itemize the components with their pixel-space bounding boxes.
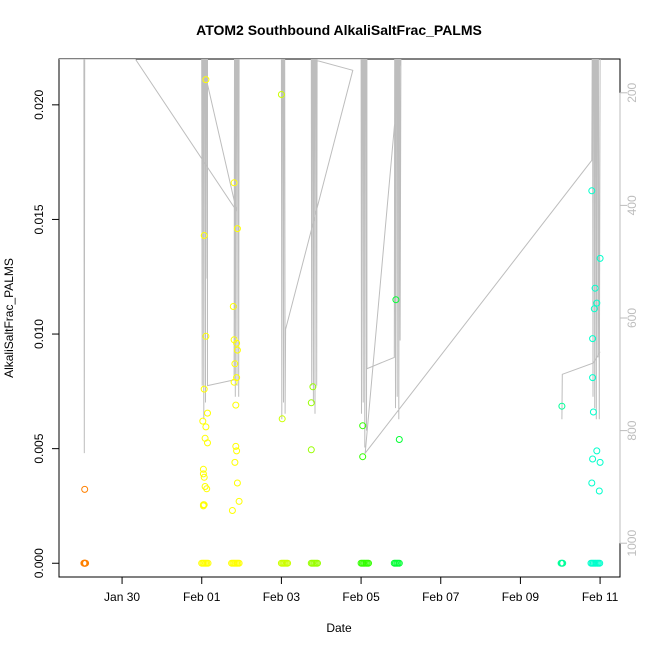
x-tick-label: Feb 07 xyxy=(422,590,460,604)
data-point xyxy=(199,417,207,425)
data-point xyxy=(558,402,566,410)
data-point xyxy=(231,360,239,368)
x-tick-label: Jan 30 xyxy=(104,590,140,604)
data-point xyxy=(307,399,315,407)
data-point xyxy=(359,422,367,430)
data-point xyxy=(200,385,208,393)
y-tick-label: 0.005 xyxy=(32,433,46,463)
data-point xyxy=(230,336,238,344)
data-point xyxy=(593,299,601,307)
secondary-y-tick-label: 200 xyxy=(625,82,639,102)
data-point xyxy=(202,332,210,340)
x-tick-label: Feb 11 xyxy=(582,590,619,604)
data-point xyxy=(589,455,597,463)
data-point xyxy=(199,465,207,473)
data-points-layer xyxy=(80,76,604,567)
altitude-line xyxy=(59,59,601,455)
x-tick-label: Feb 05 xyxy=(342,590,380,604)
data-point xyxy=(200,232,208,239)
data-point xyxy=(588,187,596,195)
data-point xyxy=(395,436,403,443)
data-point xyxy=(359,453,367,461)
data-point xyxy=(200,473,208,481)
data-point xyxy=(284,559,292,567)
data-point xyxy=(593,447,601,455)
data-point xyxy=(199,470,207,478)
data-point xyxy=(204,409,211,417)
data-point xyxy=(278,415,286,423)
y-axis: 0.000 0.005 0.010 0.015 0.020 xyxy=(32,90,60,578)
secondary-y-tick-label: 600 xyxy=(625,308,639,328)
data-point xyxy=(233,225,241,233)
plot-frame xyxy=(58,58,621,578)
data-point xyxy=(365,559,372,567)
data-point xyxy=(595,487,603,495)
data-point xyxy=(589,335,597,343)
altitude-track-layer xyxy=(59,59,601,455)
secondary-y-tick-label: 400 xyxy=(625,195,639,215)
y-tick-label: 0.010 xyxy=(32,319,46,349)
data-point xyxy=(307,446,315,454)
data-point xyxy=(309,383,317,391)
data-point xyxy=(233,346,241,354)
y-tick-label: 0.015 xyxy=(32,204,46,234)
data-point xyxy=(232,401,240,409)
x-axis: Jan 30 Feb 01 Feb 03 Feb 05 Feb 07 Feb 09 Feb … xyxy=(104,576,619,604)
data-point xyxy=(202,76,210,84)
data-point xyxy=(590,305,598,313)
data-point xyxy=(228,507,236,514)
secondary-y-axis: 200 400 600 800 1000 xyxy=(619,82,639,557)
data-point xyxy=(230,378,238,386)
data-point xyxy=(589,374,597,382)
data-point xyxy=(199,502,207,510)
data-point xyxy=(81,485,89,493)
data-point xyxy=(203,485,211,493)
data-point xyxy=(204,559,212,567)
data-point xyxy=(82,559,90,567)
y-tick-label: 0.000 xyxy=(32,548,46,578)
x-axis-label: Date xyxy=(326,621,352,635)
altitude-line-secondary xyxy=(561,351,601,420)
data-point xyxy=(229,303,237,310)
data-point xyxy=(392,296,400,304)
data-point xyxy=(559,559,567,567)
data-point xyxy=(231,458,239,466)
data-point xyxy=(233,479,241,487)
secondary-y-tick-label: 800 xyxy=(625,420,639,440)
data-point xyxy=(596,559,604,567)
x-tick-label: Feb 03 xyxy=(263,590,301,604)
plot-area-border xyxy=(58,58,621,578)
data-point xyxy=(235,559,243,567)
data-point xyxy=(591,284,599,292)
data-point xyxy=(589,408,597,416)
data-point xyxy=(277,91,285,98)
data-point xyxy=(230,179,238,187)
x-tick-label: Feb 09 xyxy=(502,590,540,604)
data-point xyxy=(596,458,604,466)
data-point xyxy=(395,559,403,567)
data-point xyxy=(233,447,241,455)
y-axis-label: AlkaliSaltFrac_PALMS xyxy=(2,258,16,378)
y-tick-label: 0.020 xyxy=(32,90,46,120)
x-tick-label: Feb 01 xyxy=(183,590,221,604)
data-point xyxy=(314,559,321,567)
chart-title: ATOM2 Southbound AlkaliSaltFrac_PALMS xyxy=(196,22,482,38)
data-point xyxy=(588,479,596,487)
data-point xyxy=(232,442,240,450)
data-point xyxy=(235,497,243,505)
data-point xyxy=(204,439,211,447)
data-point xyxy=(202,423,210,431)
secondary-y-tick-label: 1000 xyxy=(625,530,639,557)
data-point xyxy=(596,254,604,262)
